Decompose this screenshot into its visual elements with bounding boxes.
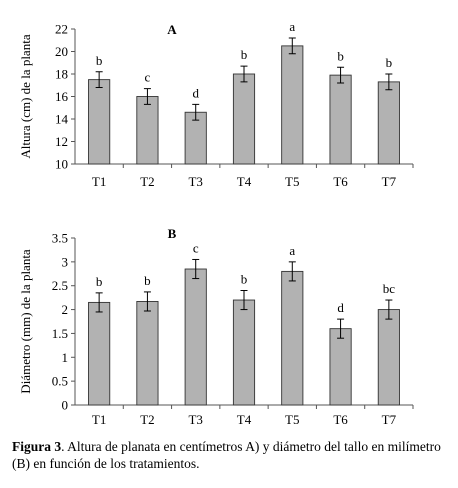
significance-letter: d	[192, 85, 199, 100]
significance-letter: bc	[383, 281, 396, 296]
x-tick-label: T2	[140, 412, 154, 427]
y-tick-label: 0.5	[52, 374, 68, 389]
caption-text: . Altura de planata en centímetros A) y …	[12, 439, 441, 471]
y-tick-label: 10	[55, 157, 68, 172]
bar	[281, 270, 304, 406]
y-tick-label: 20	[55, 44, 68, 59]
x-tick-label: T6	[333, 174, 348, 189]
figure: 10121416182022bT1cT2dT3bT4aT5bT6bT7AAltu…	[18, 19, 414, 427]
significance-letter: b	[241, 271, 248, 286]
bar	[232, 299, 256, 406]
bar	[377, 81, 400, 165]
figure-caption: Figura 3. Altura de planata en centímetr…	[12, 438, 452, 472]
panel-label: B	[168, 226, 177, 241]
bar	[184, 268, 207, 406]
x-tick-label: T4	[237, 174, 252, 189]
x-tick-label: T3	[188, 412, 202, 427]
y-tick-label: 1	[62, 350, 69, 365]
y-axis-title: Diámetro (mm) de la planta	[18, 249, 33, 394]
x-tick-label: T6	[333, 412, 348, 427]
x-tick-label: T3	[188, 174, 202, 189]
significance-letter: d	[337, 300, 344, 315]
x-tick-label: T2	[140, 174, 154, 189]
panel-label: A	[167, 22, 177, 37]
significance-letter: b	[96, 53, 103, 68]
significance-letter: c	[193, 240, 199, 255]
y-tick-label: 16	[55, 89, 69, 104]
y-tick-label: 0	[62, 398, 69, 413]
y-tick-label: 2	[62, 302, 69, 317]
caption-label: Figura 3	[12, 439, 62, 454]
y-tick-label: 3.5	[52, 231, 68, 246]
bar	[329, 328, 352, 406]
y-tick-label: 1.5	[52, 326, 68, 341]
y-axis-title: Altura (cm) de la planta	[18, 34, 33, 158]
significance-letter: b	[144, 273, 151, 288]
significance-letter: a	[289, 19, 295, 34]
x-tick-label: T1	[92, 174, 106, 189]
x-tick-label: T4	[237, 412, 252, 427]
y-tick-label: 12	[55, 134, 68, 149]
bar	[136, 96, 159, 165]
y-tick-label: 3	[62, 254, 69, 269]
bar	[136, 301, 159, 406]
y-tick-label: 18	[55, 67, 68, 82]
significance-letter: b	[386, 55, 393, 70]
y-tick-label: 14	[55, 112, 69, 127]
x-tick-label: T1	[92, 412, 106, 427]
chart-panel-A: 10 12 14 16 18 20 22 b T1 c T2 d T3 b T4 a T5 b T6 b T7 A Altu…	[18, 19, 414, 189]
bar	[88, 79, 111, 165]
significance-letter: b	[96, 274, 103, 289]
significance-letter: b	[241, 47, 248, 62]
bar	[232, 73, 256, 165]
x-tick-label: T5	[285, 174, 299, 189]
x-tick-label: T5	[285, 412, 299, 427]
x-tick-label: T7	[382, 174, 397, 189]
significance-letter: c	[145, 70, 151, 85]
significance-letter: a	[289, 243, 295, 258]
y-tick-label: 22	[55, 22, 68, 37]
y-tick-label: 2.5	[52, 278, 68, 293]
bar	[281, 45, 304, 165]
significance-letter: b	[337, 48, 344, 63]
x-tick-label: T7	[382, 412, 397, 427]
bar	[329, 74, 352, 165]
bar	[88, 301, 111, 406]
bar	[377, 309, 400, 406]
chart-panel-B: 0 0.5 1 1.5 2 2.5 3 3.5 b T1 b T2 c T3 b T4 a T5 d T6 bc T7 B D…	[18, 226, 414, 427]
